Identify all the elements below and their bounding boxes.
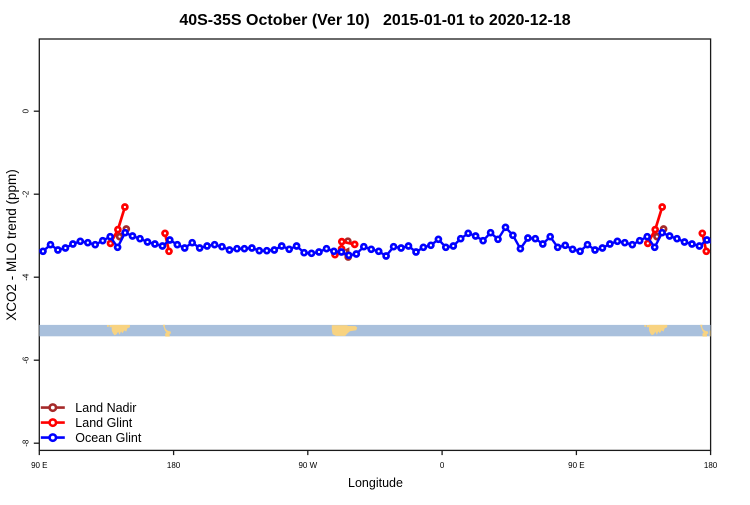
- svg-text:-6: -6: [22, 356, 31, 364]
- svg-text:Longitude: Longitude: [348, 476, 403, 490]
- svg-text:180: 180: [167, 461, 181, 470]
- svg-text:-8: -8: [22, 439, 31, 447]
- svg-text:-4: -4: [22, 273, 31, 281]
- svg-text:90 E: 90 E: [31, 461, 47, 470]
- svg-text:Ocean Glint: Ocean Glint: [75, 431, 142, 445]
- svg-text:0: 0: [22, 108, 31, 113]
- svg-text:-2: -2: [22, 190, 31, 198]
- svg-text:Land Glint: Land Glint: [75, 416, 133, 430]
- svg-text:90 E: 90 E: [568, 461, 584, 470]
- svg-text:Land Nadir: Land Nadir: [75, 401, 136, 415]
- svg-text:0: 0: [440, 461, 445, 470]
- svg-text:40S-35S October (Ver 10) 201: 40S-35S October (Ver 10) 2015-01-01 to 2…: [179, 12, 570, 29]
- svg-text:90 W: 90 W: [298, 461, 317, 470]
- svg-text:180: 180: [704, 461, 718, 470]
- svg-text:XCO2 - MLO trend (ppm): XCO2 - MLO trend (ppm): [4, 169, 19, 321]
